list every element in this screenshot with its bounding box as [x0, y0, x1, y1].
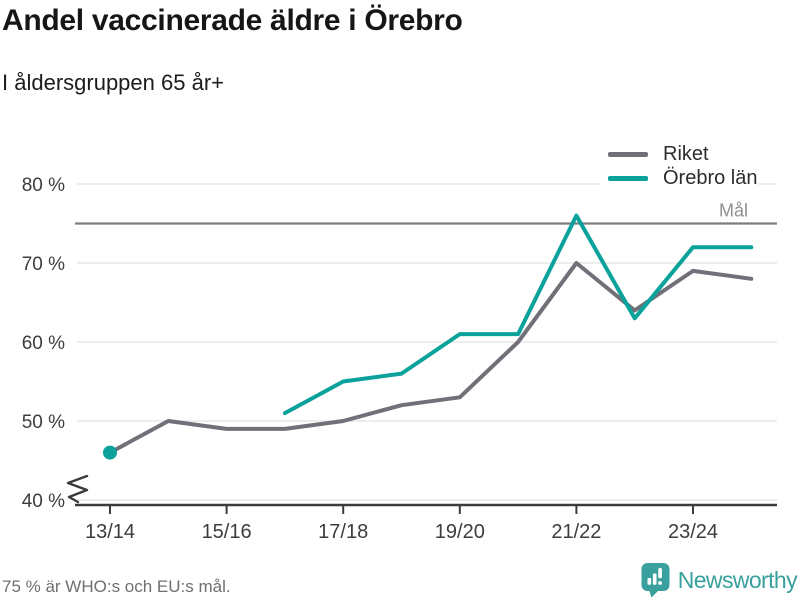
x-tick-label-19-20: 19/20 [435, 521, 485, 543]
y-tick-label-60: 60 % [22, 333, 65, 354]
series-line-1 [282, 213, 754, 416]
y-tick-label-80: 80 % [22, 175, 65, 196]
legend-label-riket: Riket [663, 142, 709, 165]
legend-label-orebro: Örebro län [663, 166, 758, 189]
riket-line-swatch [608, 151, 648, 157]
legend-item-orebro: Örebro län [608, 166, 758, 190]
chart-title: Andel vaccinerade äldre i Örebro [2, 4, 463, 37]
y-tick-label-40: 40 % [22, 491, 65, 512]
newsworthy-bar-chart-icon [641, 563, 670, 598]
y-tick-label-50: 50 % [22, 412, 65, 433]
x-tick-label-15-16: 15/16 [202, 521, 252, 543]
x-tick-label-21-22: 21/22 [551, 521, 601, 543]
x-tick-label-13-14: 13/14 [85, 521, 135, 543]
x-tick-label-23-24: 23/24 [668, 521, 718, 543]
newsworthy-wordmark: Newsworthy [677, 566, 798, 593]
goal-line-label: Mål [719, 201, 748, 221]
newsworthy-logo[interactable]: Newsworthy [641, 562, 798, 598]
y-axis-break-icon [66, 474, 89, 504]
data-point-dot-1 [103, 445, 117, 460]
chart-subtitle: I åldersgruppen 65 år+ [2, 70, 224, 95]
x-tick-label-17-18: 17/18 [318, 521, 368, 543]
legend-item-riket: Riket [608, 142, 758, 166]
footnote: 75 % är WHO:s och EU:s mål. [2, 577, 231, 596]
orebro-line-swatch [608, 175, 648, 181]
y-tick-label-70: 70 % [22, 254, 65, 275]
legend: Riket Örebro län [600, 140, 758, 192]
